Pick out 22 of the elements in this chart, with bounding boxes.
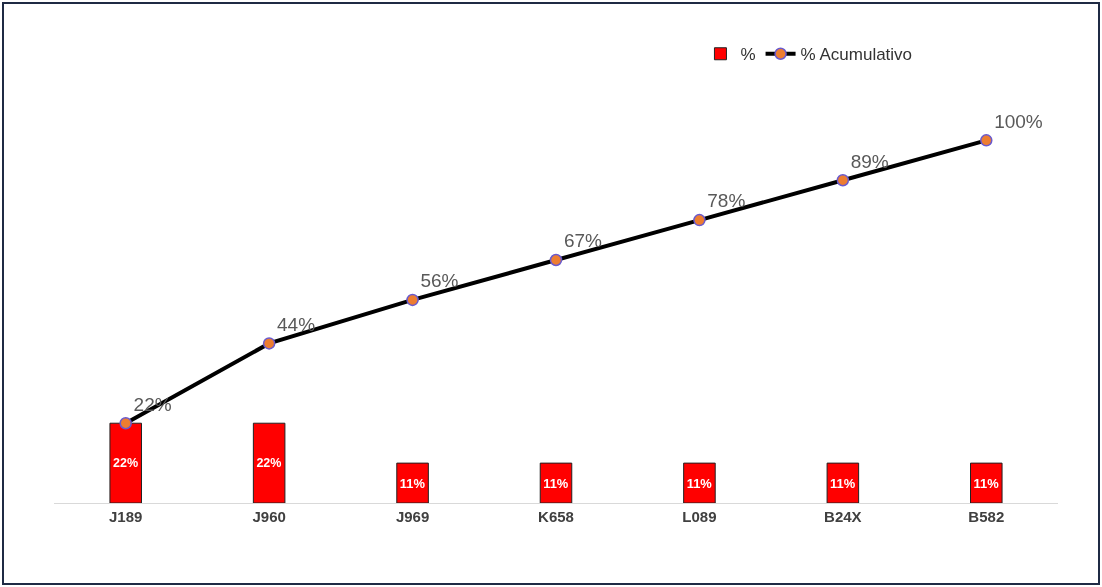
data-label: 78% [707,190,746,212]
data-label: 11% [830,475,856,491]
data-label: 11% [973,475,1000,491]
data-label: 11% [399,475,426,491]
data-label: 22% [256,456,282,471]
data-label: 56% [420,270,459,292]
x-tick-label: J189 [109,508,143,525]
data-label: 11% [543,475,569,491]
x-tick-label: B24X [824,508,862,525]
x-tick-label: K658 [538,508,574,525]
x-tick-label: J960 [252,508,286,525]
legend-label: % Acumulativo [800,45,913,65]
data-label: 67% [563,230,603,252]
data-label: 100% [994,110,1043,132]
data-label: 11% [686,475,713,491]
x-tick-label: J969 [395,508,430,525]
x-tick-label: B582 [968,508,1005,525]
data-label: 44% [277,313,316,335]
data-label: 89% [850,150,889,172]
legend-label: % [740,45,756,65]
data-label: 22% [112,456,139,471]
x-tick-label: L089 [682,508,717,525]
